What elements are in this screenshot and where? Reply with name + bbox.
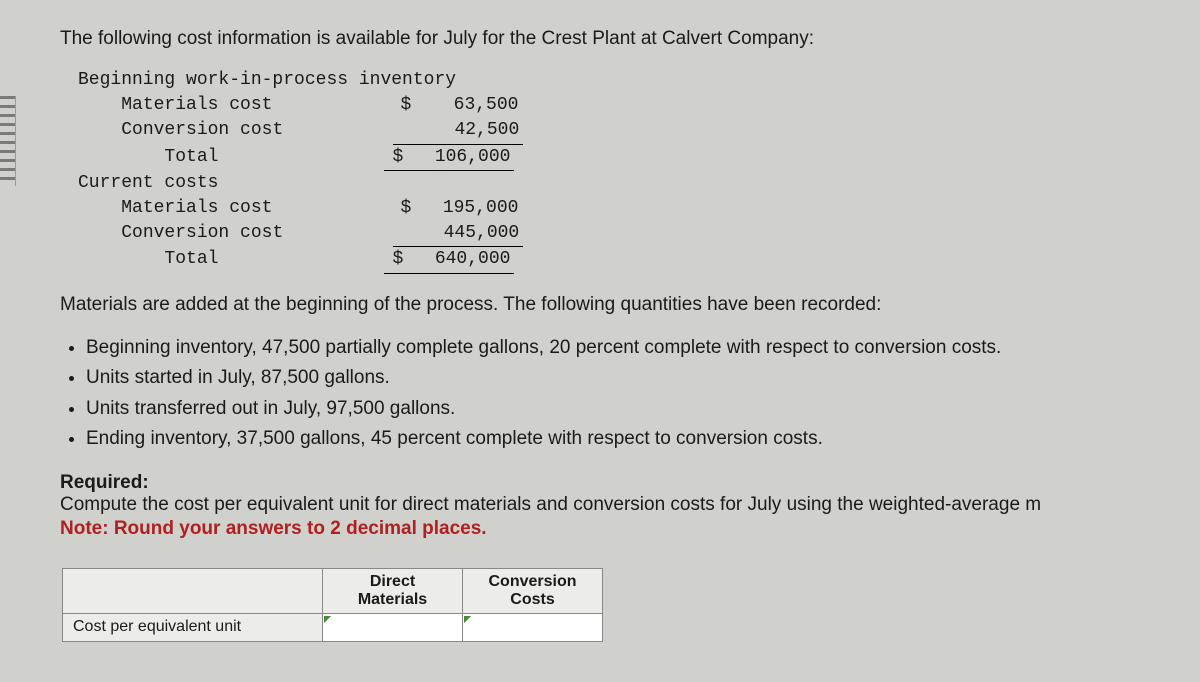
col-header-conversion-costs: Conversion Costs	[463, 568, 603, 613]
intro-text: The following cost information is availa…	[60, 28, 1160, 50]
list-item: Units transferred out in July, 97,500 ga…	[86, 395, 1160, 424]
wip-materials-label: Materials cost	[78, 93, 272, 118]
current-header: Current costs	[78, 171, 218, 196]
col-header-direct-materials: Direct Materials	[323, 568, 463, 613]
list-item: Ending inventory, 37,500 gallons, 45 per…	[86, 425, 1160, 454]
cur-materials-label: Materials cost	[78, 196, 272, 221]
question-page: The following cost information is availa…	[0, 0, 1200, 662]
spiral-binding	[0, 96, 16, 186]
edit-mark-icon	[324, 616, 331, 623]
rounding-note: Note: Round your answers to 2 decimal pl…	[60, 518, 1160, 540]
answer-table: Direct Materials Conversion Costs Cost p…	[62, 568, 603, 642]
wip-conversion-value: 42,500	[393, 118, 523, 144]
cost-table: Beginning work-in-process inventory Mate…	[78, 68, 1160, 274]
required-text: Compute the cost per equivalent unit for…	[60, 494, 1160, 516]
row-label-cost-per-eu: Cost per equivalent unit	[63, 613, 323, 641]
wip-header: Beginning work-in-process inventory	[78, 68, 456, 93]
bullet-list: Beginning inventory, 47,500 partially co…	[60, 334, 1160, 454]
materials-note: Materials are added at the beginning of …	[60, 294, 1160, 316]
wip-total-value: $106,000	[384, 145, 514, 171]
cur-materials-value: $195,000	[392, 196, 522, 221]
list-item: Units started in July, 87,500 gallons.	[86, 364, 1160, 393]
input-conversion-costs[interactable]	[463, 613, 603, 641]
required-label: Required:	[60, 472, 1160, 494]
cur-total-value: $640,000	[384, 247, 514, 273]
list-item: Beginning inventory, 47,500 partially co…	[86, 334, 1160, 363]
table-corner	[63, 568, 323, 613]
wip-conversion-label: Conversion cost	[78, 118, 283, 144]
cur-conversion-label: Conversion cost	[78, 221, 283, 247]
cur-total-label: Total	[78, 247, 218, 273]
input-direct-materials[interactable]	[323, 613, 463, 641]
wip-total-label: Total	[78, 145, 218, 171]
edit-mark-icon	[464, 616, 471, 623]
wip-materials-value: $63,500	[392, 93, 522, 118]
cur-conversion-value: 445,000	[393, 221, 523, 247]
